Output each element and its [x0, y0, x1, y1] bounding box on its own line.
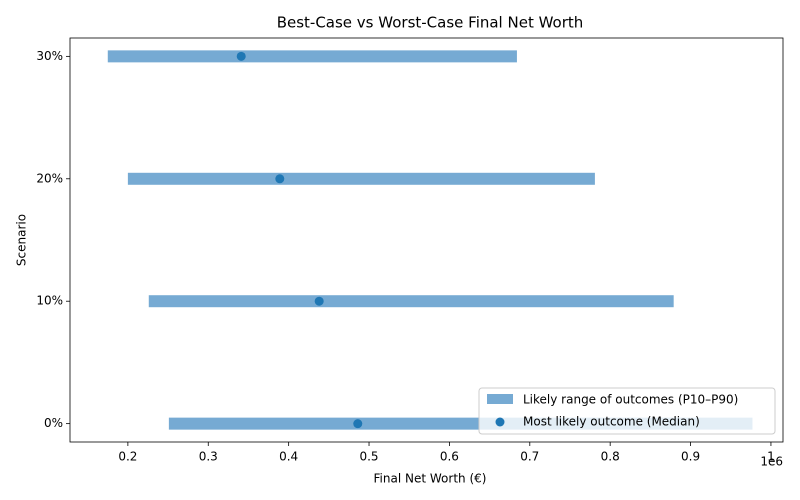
range-bar [127, 172, 595, 185]
legend-label: Likely range of outcomes (P10–P90) [523, 393, 738, 407]
legend-marker [495, 417, 505, 427]
plot-frame [69, 37, 784, 443]
y-axis-label: Scenario [15, 214, 29, 266]
median-dot [353, 419, 363, 429]
y-tick-label: 20% [36, 171, 63, 185]
y-tick-label: 10% [36, 294, 63, 308]
legend-label: Most likely outcome (Median) [523, 415, 700, 429]
median-dot [275, 174, 285, 184]
x-tick-label: 0.7 [520, 450, 539, 464]
median-dot [314, 296, 324, 306]
range-bar [148, 295, 674, 308]
x-offset-label: 1e6 [760, 455, 783, 469]
legend-box [478, 387, 776, 435]
x-tick-label: 0.6 [440, 450, 459, 464]
legend: Likely range of outcomes (P10–P90) Most l… [478, 387, 776, 435]
x-tick-label: 0.2 [118, 450, 137, 464]
x-tick-label: 0.8 [601, 450, 620, 464]
median-dot [236, 51, 246, 61]
x-axis-label: Final Net Worth (€) [374, 472, 487, 486]
x-tick-label: 0.9 [681, 450, 700, 464]
x-tick-label: 0.5 [359, 450, 378, 464]
y-tick-label: 0% [44, 416, 63, 430]
x-tick-label: 1 [767, 450, 775, 464]
range-bar [107, 50, 517, 63]
x-tick-label: 0.4 [279, 450, 298, 464]
chart-title: Best-Case vs Worst-Case Final Net Worth [277, 14, 584, 32]
x-tick-label: 0.3 [199, 450, 218, 464]
y-tick-label: 30% [36, 49, 63, 63]
legend-swatch [487, 394, 513, 404]
